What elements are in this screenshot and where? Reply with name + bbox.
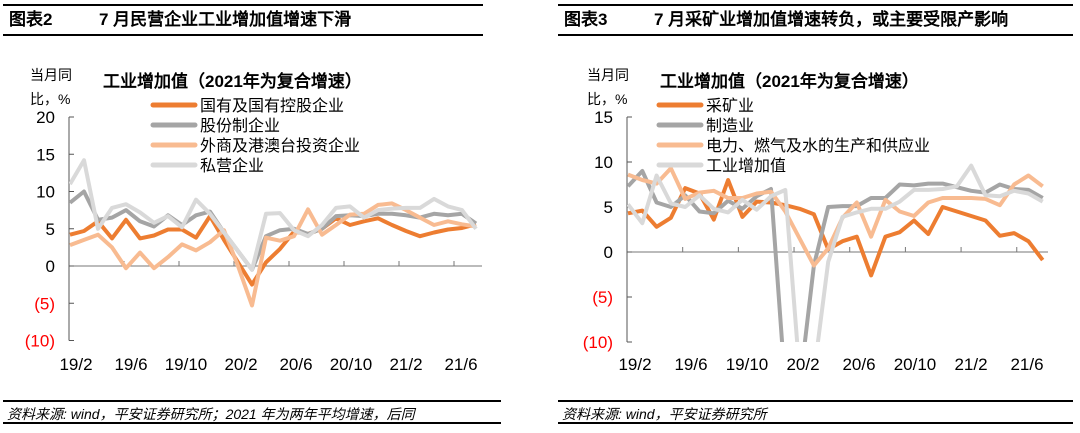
series-line-3 <box>69 158 478 272</box>
left-header: 图表2 7 月民营企业工业增加值增速下滑 <box>3 4 483 36</box>
x-tick-label: 21/2 <box>954 355 987 374</box>
y-tick-label: (10) <box>583 333 613 352</box>
legend-label: 制造业 <box>706 117 754 135</box>
x-tick-label: 19/6 <box>674 355 707 374</box>
figure-number: 图表3 <box>564 10 608 29</box>
right-footer: 资料来源: wind，平安证券研究所 <box>558 400 1073 424</box>
x-tick-label: 19/2 <box>618 355 651 374</box>
x-tick-label: 19/2 <box>59 355 92 374</box>
figure-number: 图表2 <box>9 10 53 29</box>
y-axis-label: 当月同 <box>587 67 629 83</box>
left-panel: 图表2 7 月民营企业工业增加值增速下滑 20 15 10 5 0 (5) (10) 19/2 1… <box>3 4 501 424</box>
x-tick-label: 20/2 <box>224 355 257 374</box>
left-chart: 20 15 10 5 0 (5) (10)19/2 19/6 19/10 20/2 20/6 20/1… <box>25 67 482 374</box>
legend-label: 电力、燃气及水的生产和供应业 <box>706 136 930 155</box>
left-footer: 资料来源: wind，平安证券研究所；2021 年为两年平均增速，后同 <box>3 400 501 424</box>
figure-title: 7 月民营企业工业增加值增速下滑 <box>99 10 352 29</box>
y-tick-label: 10 <box>36 183 55 202</box>
plot-area <box>627 163 1045 342</box>
y-tick-label: 0 <box>46 257 55 276</box>
chart-title: 工业增加值（2021年为复合增速） <box>103 71 362 91</box>
legend-label: 工业增加值 <box>706 157 786 175</box>
legend-label: 外商及港澳台投资企业 <box>200 137 360 155</box>
legend-label: 采矿业 <box>706 97 754 115</box>
x-tick-label: 20/6 <box>279 355 312 374</box>
series-line-2 <box>69 201 477 308</box>
x-tick-label: 20/6 <box>842 355 875 374</box>
y-tick-label: 15 <box>36 145 55 164</box>
x-tick-label: 21/2 <box>389 355 422 374</box>
x-tick-label: 19/10 <box>165 355 208 374</box>
y-tick-label: (10) <box>25 332 55 351</box>
x-tick-label: 20/10 <box>894 355 937 374</box>
series-line-0 <box>69 214 477 287</box>
series-line-0 <box>627 178 1045 278</box>
y-axis-label: 比，% <box>30 91 70 107</box>
series-line-3 <box>627 163 1044 342</box>
plot-area <box>69 158 478 308</box>
chart-title: 工业增加值（2021年为复合增速） <box>660 71 919 91</box>
legend-label: 国有及国有控股企业 <box>200 97 344 115</box>
y-tick-label: (5) <box>592 288 613 307</box>
series-line-1 <box>69 189 478 272</box>
y-axis-label: 当月同 <box>30 67 72 83</box>
x-tick-label: 19/10 <box>726 355 769 374</box>
x-tick-label: 21/6 <box>444 355 477 374</box>
legend-label: 私营企业 <box>200 157 264 175</box>
figure-title: 7 月采矿业增加值增速转负，或主要受限产影响 <box>654 10 1009 29</box>
y-tick-label: 15 <box>594 108 613 127</box>
x-tick-label: 21/6 <box>1010 355 1043 374</box>
x-tick-label: 20/2 <box>786 355 819 374</box>
y-axis-label: 比，% <box>587 91 627 107</box>
right-header: 图表3 7 月采矿业增加值增速转负，或主要受限产影响 <box>558 4 1073 36</box>
x-tick-label: 19/6 <box>114 355 147 374</box>
y-tick-label: 20 <box>36 108 55 127</box>
y-tick-label: (5) <box>34 294 55 313</box>
legend-label: 股份制企业 <box>200 117 280 135</box>
y-tick-label: 5 <box>46 220 55 239</box>
x-tick-label: 20/10 <box>330 355 373 374</box>
series-line-1 <box>627 169 1044 342</box>
y-tick-label: 5 <box>604 198 613 217</box>
y-tick-label: 0 <box>604 243 613 262</box>
y-tick-label: 10 <box>594 153 613 172</box>
